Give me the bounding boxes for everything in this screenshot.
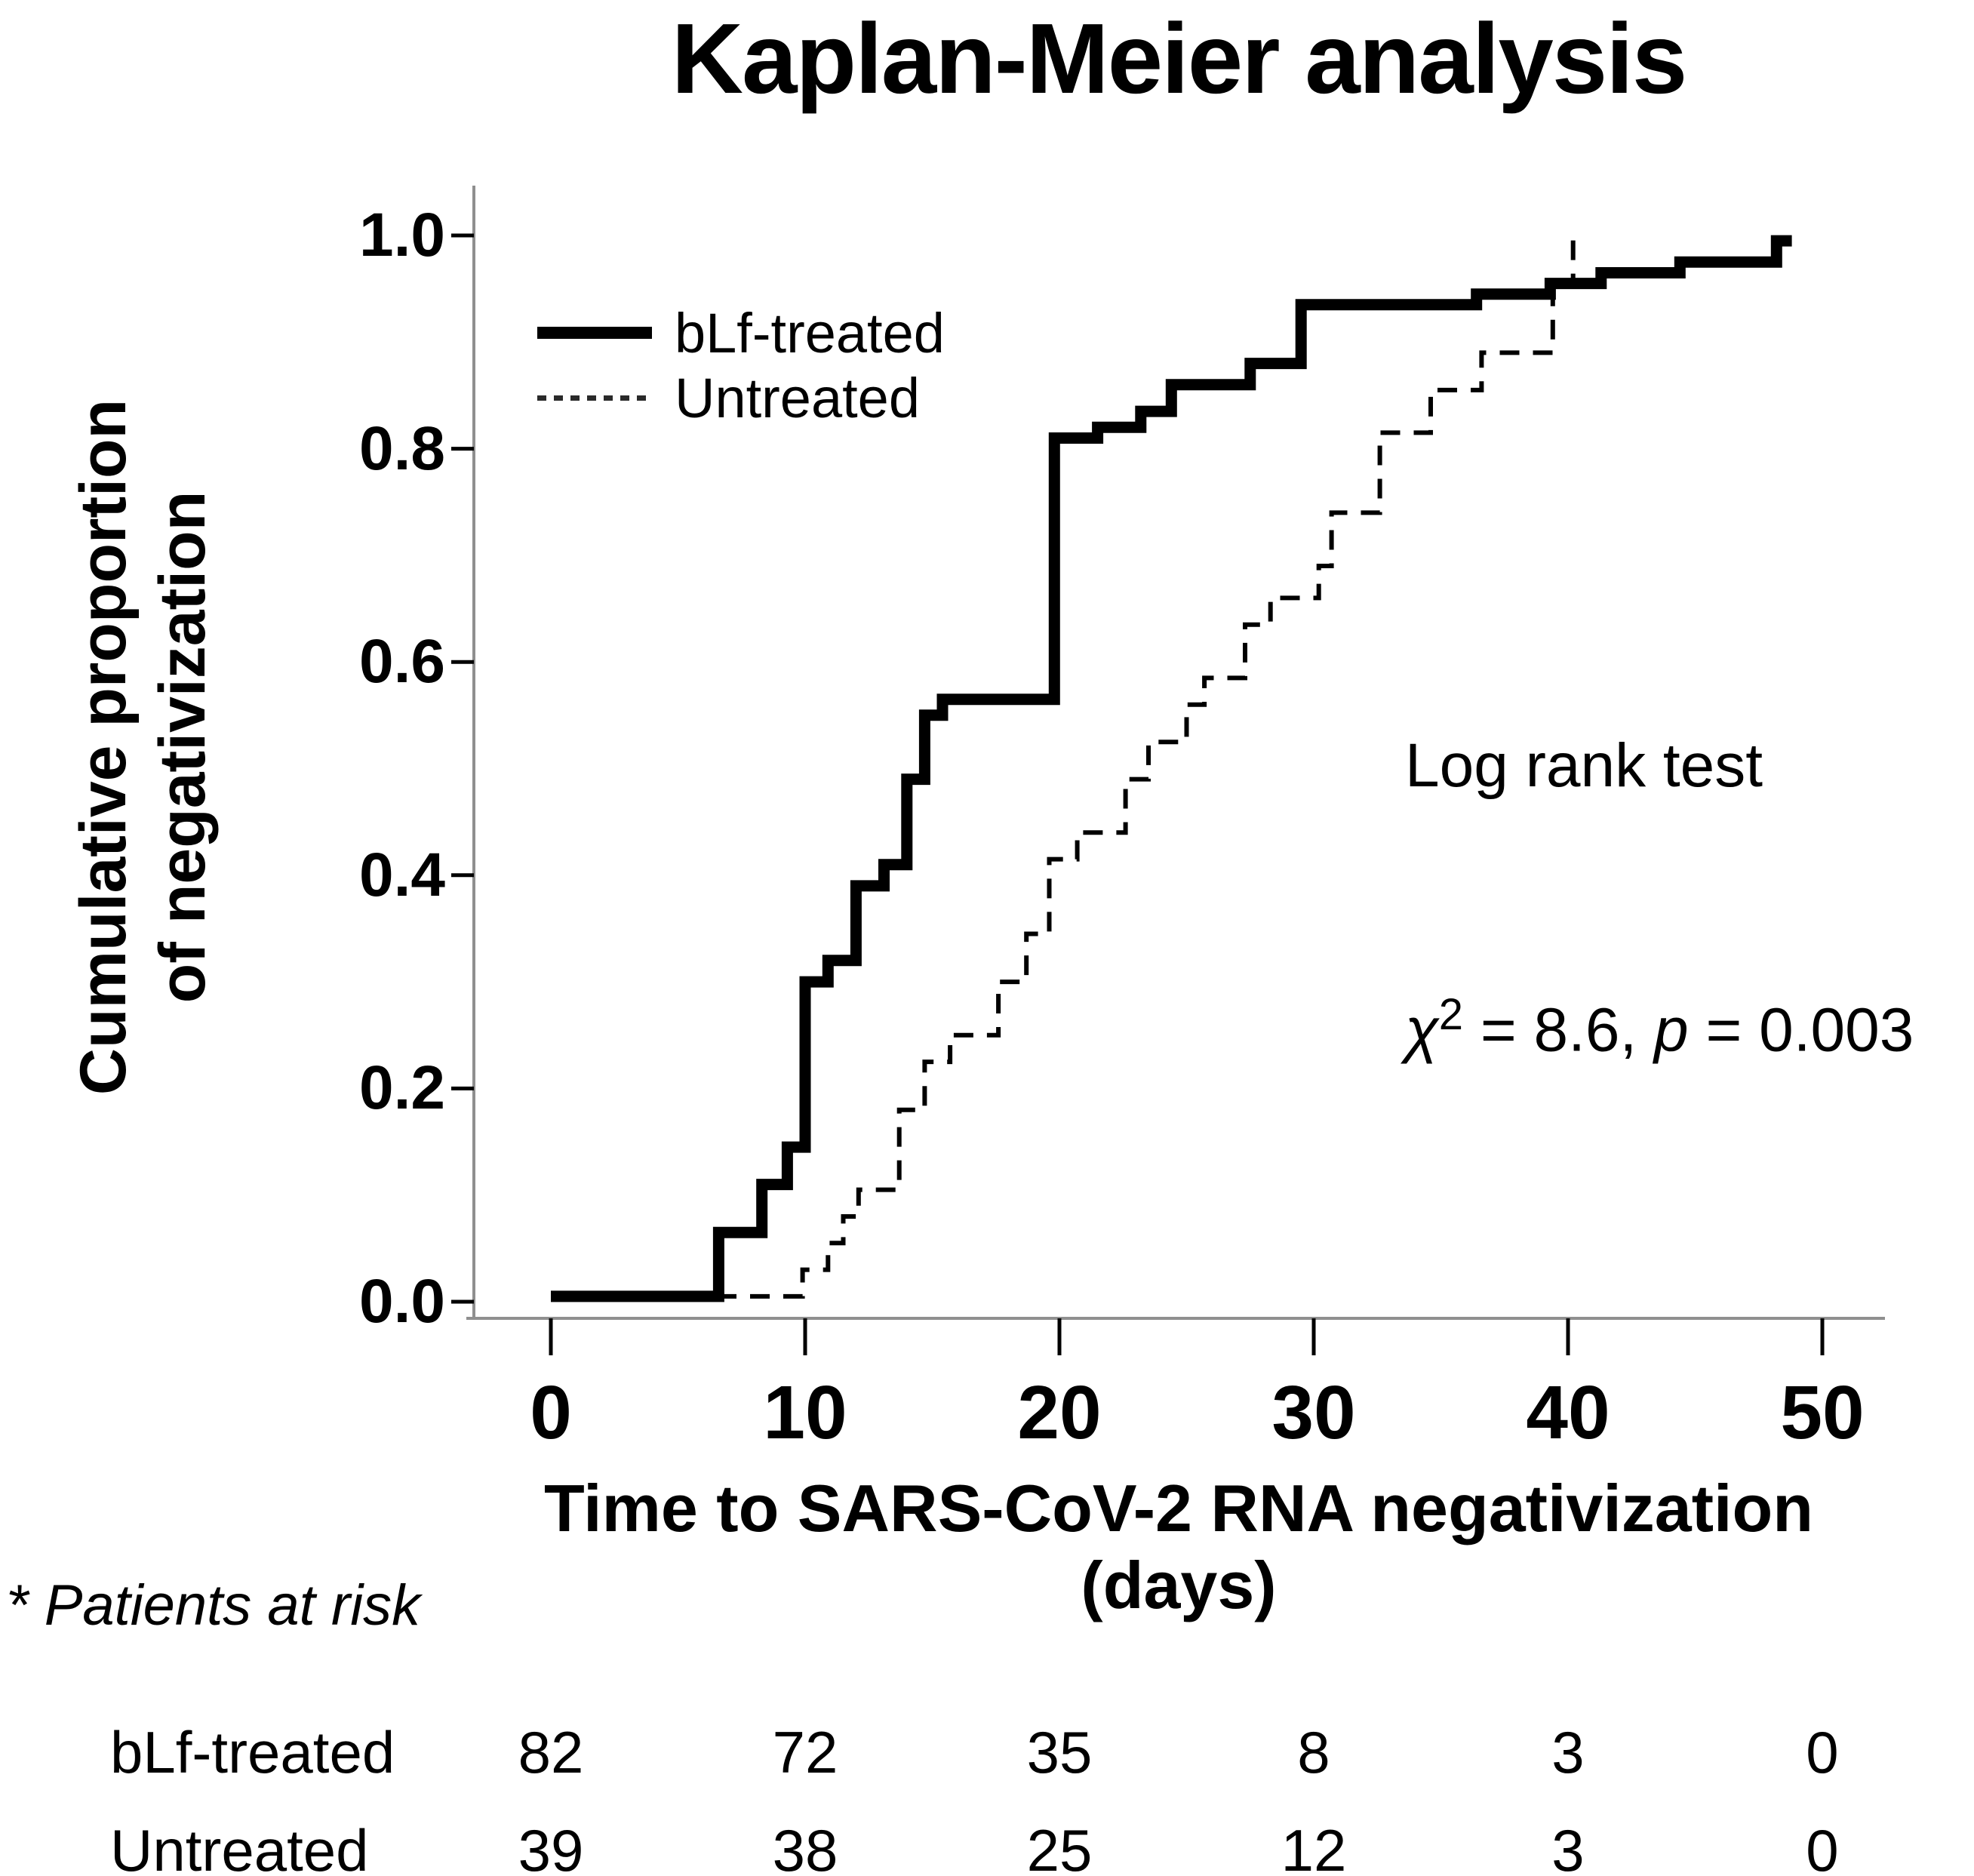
chi-value: = 8.6, [1463,995,1655,1065]
chi-exponent: 2 [1438,990,1464,1039]
risk-row-label: Untreated [110,1817,369,1876]
patients-at-risk-heading: * Patients at risk [6,1573,421,1638]
y-tick-label: 1.0 [359,201,445,269]
y-tick-label: 0.0 [359,1267,445,1336]
logrank-line1: Log rank test [1405,731,1763,800]
risk-count: 39 [518,1817,584,1876]
risk-count: 3 [1551,1719,1585,1785]
risk-count: 0 [1806,1817,1839,1876]
x-tick-label: 10 [763,1370,847,1455]
risk-count: 38 [772,1817,838,1876]
risk-row-untreated: Untreated 39 38 25 12 3 0 [0,1813,1974,1876]
risk-count: 8 [1297,1719,1330,1785]
risk-count: 82 [518,1719,584,1785]
y-axis-title: Cumulative proportion of negativization [64,181,223,1313]
y-tick-label: 0.8 [359,414,445,483]
risk-count: 72 [772,1719,838,1785]
y-axis-title-line1: Cumulative proportion [67,398,140,1096]
logrank-line2: χ2 = 8.6, p = 0.003 [1405,973,1914,1072]
risk-count: 25 [1026,1817,1093,1876]
km-curves [551,233,1792,1302]
y-tick-label: 0.4 [359,840,445,909]
risk-row-label: bLf-treated [110,1719,395,1785]
x-tick-label: 50 [1780,1370,1865,1455]
logrank-annotation: Log rank test χ2 = 8.6, p = 0.003 [1405,558,1914,1238]
y-axis-title-line2: of negativization [146,491,219,1004]
risk-count: 35 [1026,1719,1093,1785]
legend-label: bLf-treated [675,301,945,364]
chi-symbol: χ [1405,995,1439,1065]
y-tick-label: 0.6 [359,627,445,697]
legend-label: Untreated [675,366,920,429]
risk-count: 0 [1806,1719,1839,1785]
x-axis-title: Time to SARS-CoV-2 RNA negativization (d… [544,1471,1813,1622]
legend-item-untreated: Untreated [537,365,945,430]
x-tick-label: 30 [1271,1370,1356,1455]
legend-item-blf-treated: bLf-treated [537,300,945,365]
p-value: = 0.003 [1688,995,1914,1065]
p-symbol: p [1654,995,1689,1065]
y-tick-label: 0.2 [359,1053,445,1123]
risk-count: 3 [1551,1817,1585,1876]
tick-marks [451,233,1825,1355]
solid-line-swatch [537,327,652,339]
km-curve-untreated [551,233,1579,1299]
legend: bLf-treated Untreated [537,300,945,430]
x-tick-label: 0 [530,1370,572,1455]
risk-row-blf-treated: bLf-treated 82 72 35 8 3 0 [0,1715,1974,1790]
risk-count: 12 [1281,1817,1347,1876]
chart-title: Kaplan-Meier analysis [671,3,1688,114]
km-curve-blf-treated [551,235,1792,1302]
dashed-line-swatch [537,395,652,401]
x-tick-label: 40 [1526,1370,1610,1455]
x-tick-label: 20 [1017,1370,1102,1455]
axis-spines [466,186,1885,1320]
